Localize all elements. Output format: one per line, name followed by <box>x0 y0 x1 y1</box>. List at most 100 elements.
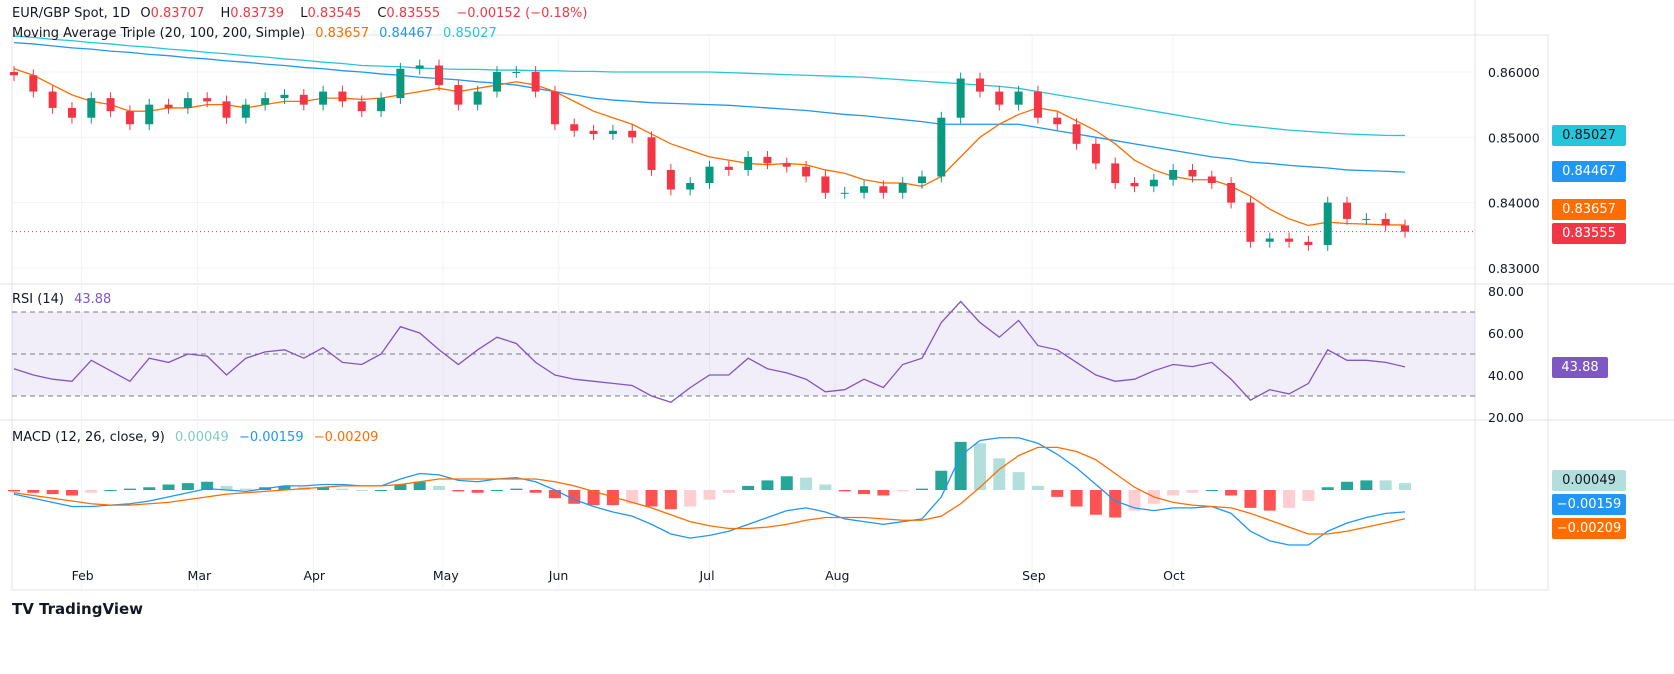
macd-histogram-bar <box>239 488 252 490</box>
price-tick-label: 0.86000 <box>1488 65 1540 80</box>
macd-histogram-bar <box>1263 490 1276 511</box>
macd-histogram-bar <box>27 490 40 493</box>
macd-histogram-bar <box>703 490 716 500</box>
macd-histogram-bar <box>8 490 20 492</box>
macd-histogram-bar <box>935 470 948 490</box>
candle-body <box>1130 183 1139 187</box>
candle-body <box>821 176 830 193</box>
tradingview-logo[interactable]: 𝗧𝗩 TradingView <box>12 600 143 618</box>
candle-body <box>570 124 579 131</box>
candle-body <box>1149 179 1158 187</box>
macd-histogram-bar <box>1321 487 1334 490</box>
candle-body <box>415 65 424 69</box>
macd-histogram-bar <box>858 490 871 495</box>
candle-body <box>956 78 965 118</box>
candle-body <box>1381 218 1390 226</box>
tv-logo-icon: 𝗧𝗩 <box>12 600 40 618</box>
macd-histogram-bar <box>1109 490 1122 518</box>
macd-histogram-bar <box>645 490 658 507</box>
ma200-line <box>13 35 1406 137</box>
macd-title: MACD (12, 26, close, 9) <box>12 430 165 445</box>
candle-body <box>396 68 405 99</box>
macd-hist-value: 0.00049 <box>175 430 229 445</box>
ma100-line <box>13 41 1406 173</box>
candle-body <box>125 111 134 125</box>
macd-line-badge: −0.00159 <box>1552 494 1626 515</box>
candle-body <box>280 94 289 99</box>
macd-histogram-bar <box>529 490 542 493</box>
high-value: 0.83739 <box>230 6 285 21</box>
candle-body <box>512 72 521 73</box>
candle-body <box>1053 117 1062 125</box>
macd-histogram-bar <box>973 443 986 490</box>
candle-body <box>1323 202 1332 246</box>
candle-body <box>261 98 270 105</box>
candle-body <box>550 91 559 125</box>
candle-body <box>1362 218 1371 220</box>
candle-body <box>1072 124 1081 144</box>
macd-histogram-bar <box>1341 481 1354 490</box>
rsi-legend[interactable]: RSI (14) 43.88 <box>12 292 117 307</box>
rsi-tick-label: 20.00 <box>1488 410 1524 425</box>
candle-body <box>106 98 115 112</box>
macd-histogram-bar <box>46 490 59 495</box>
candle-body <box>241 104 250 118</box>
macd-histogram-bar <box>336 488 349 490</box>
macd-histogram-bar <box>433 485 446 490</box>
macd-histogram-bar <box>587 490 600 506</box>
macd-histogram-bar <box>548 490 561 499</box>
candle-body <box>763 156 772 164</box>
macd-histogram-bar <box>65 490 78 496</box>
macd-histogram-bar <box>104 490 117 491</box>
macd-legend[interactable]: MACD (12, 26, close, 9) 0.00049 −0.00159… <box>12 430 384 445</box>
macd-histogram-bar <box>413 481 426 490</box>
ma100-price-badge: 0.84467 <box>1552 161 1626 182</box>
brand-name: TradingView <box>39 600 143 618</box>
candle-body <box>666 169 675 190</box>
open-label: O <box>140 6 151 21</box>
macd-histogram-bar <box>1012 472 1025 490</box>
macd-line <box>13 437 1406 546</box>
candle-body <box>686 183 695 190</box>
open-value: 0.83707 <box>150 6 205 21</box>
candle-body <box>1091 143 1100 164</box>
macd-histogram-bar <box>1051 490 1064 497</box>
candle-body <box>1246 202 1255 242</box>
low-label: L <box>300 6 308 21</box>
macd-histogram-bar <box>123 488 136 490</box>
candle-body <box>531 72 540 92</box>
rsi-tick-label: 40.00 <box>1488 368 1524 383</box>
last-price-badge: 0.83555 <box>1552 223 1626 244</box>
time-tick-label: May <box>433 568 459 583</box>
macd-histogram-bar <box>1205 490 1218 491</box>
ma-legend[interactable]: Moving Average Triple (20, 100, 200, Sim… <box>12 26 503 41</box>
time-tick-label: Apr <box>303 568 325 583</box>
time-tick-label: Sep <box>1022 568 1046 583</box>
macd-signal-line <box>13 446 1406 535</box>
macd-histogram-bar <box>1167 490 1180 496</box>
macd-histogram-bar <box>201 481 214 490</box>
low-value: 0.83545 <box>307 6 362 21</box>
macd-histogram-bar <box>722 490 735 493</box>
time-tick-label: Aug <box>825 568 849 583</box>
macd-histogram-bar <box>1031 485 1044 490</box>
candle-body <box>860 186 869 193</box>
candle-body <box>1014 91 1023 105</box>
candle-body <box>995 91 1004 105</box>
candle-body <box>338 91 347 102</box>
change-value: −0.00152 (−0.18%) <box>456 6 588 21</box>
candle-body <box>975 78 984 92</box>
ma200-value: 0.85027 <box>443 26 497 41</box>
candle-body <box>608 130 617 135</box>
candle-body <box>10 72 18 76</box>
candle-body <box>435 65 444 86</box>
macd-histogram-bar <box>916 488 929 490</box>
macd-histogram-bar <box>761 480 774 490</box>
candle-body <box>802 166 811 177</box>
candle-body <box>319 91 328 105</box>
price-tick-label: 0.85000 <box>1488 130 1540 145</box>
candle-body <box>918 176 927 184</box>
macd-histogram-bar <box>220 485 233 490</box>
